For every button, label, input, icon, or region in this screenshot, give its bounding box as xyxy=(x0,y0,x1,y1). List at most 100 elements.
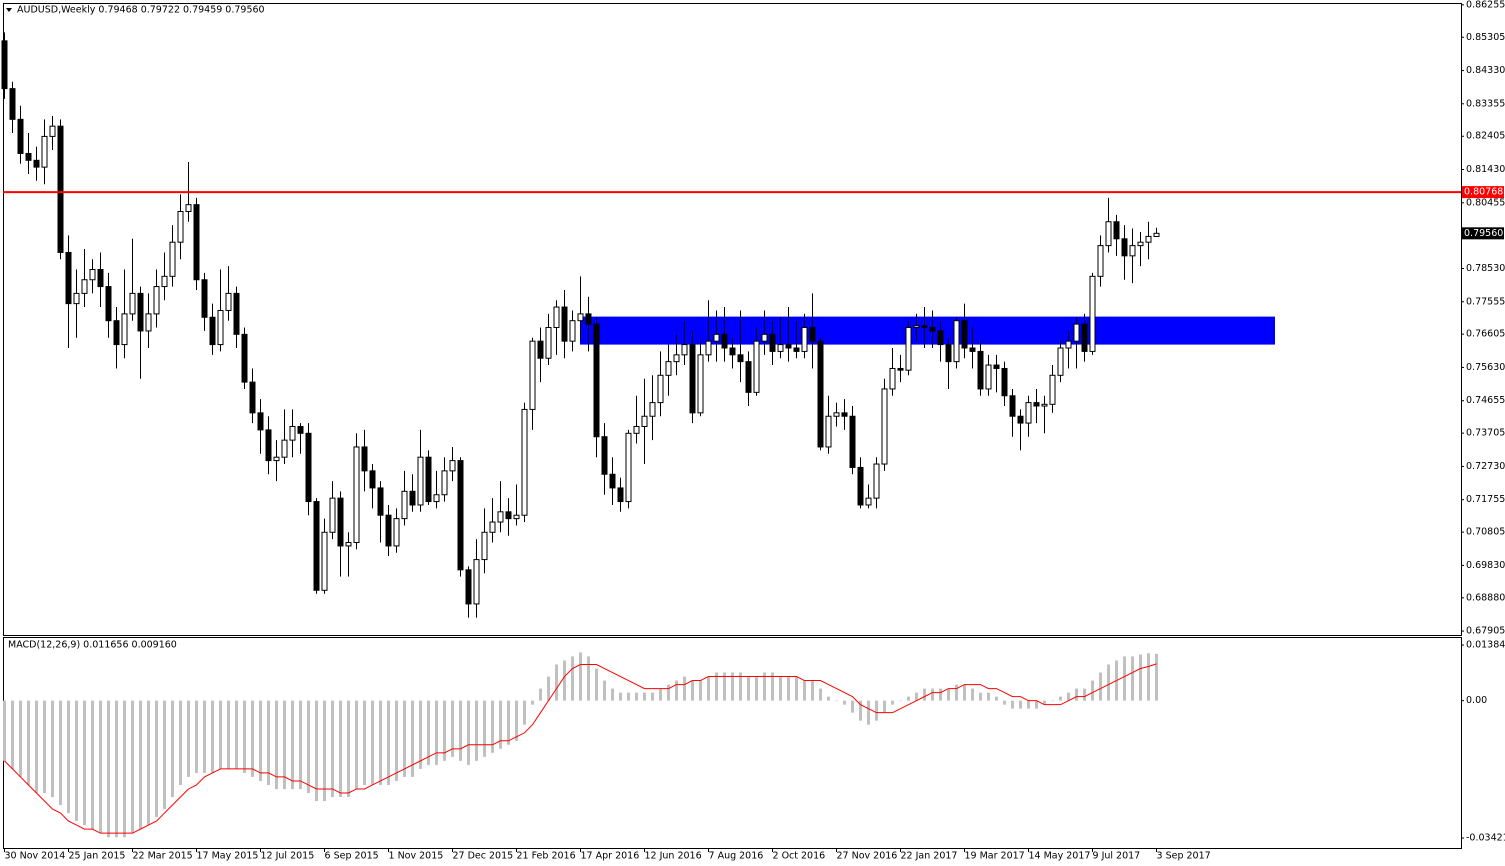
macd-bar xyxy=(427,700,430,765)
macd-bar xyxy=(1043,700,1046,705)
candle-body xyxy=(177,210,184,243)
candle-body xyxy=(969,347,976,352)
candle-body xyxy=(657,374,664,404)
macd-bar xyxy=(1067,692,1070,701)
candle-body xyxy=(1097,245,1104,277)
macd-bar xyxy=(867,700,870,725)
candle-body xyxy=(585,313,592,325)
candle-body xyxy=(1129,245,1136,257)
signal-line xyxy=(4,663,1157,834)
macd-bar xyxy=(723,672,726,701)
candle-body xyxy=(241,333,248,383)
menu-triangle[interactable] xyxy=(6,8,12,12)
candle-body xyxy=(281,439,288,458)
x-tick-label: 17 May 2015 xyxy=(197,851,259,862)
candle-body xyxy=(129,292,136,315)
macd-bar xyxy=(59,700,62,806)
candle-body xyxy=(1081,323,1088,352)
candle-body xyxy=(953,320,960,363)
candle-body xyxy=(905,327,912,371)
candle-body xyxy=(417,456,424,506)
candle-body xyxy=(1001,367,1008,397)
macd-bar xyxy=(403,700,406,777)
x-tick-label: 1 Nov 2015 xyxy=(389,851,444,862)
macd-bar xyxy=(1155,653,1158,701)
candle-body xyxy=(377,487,384,516)
candle-body xyxy=(25,152,32,161)
candle-body xyxy=(833,412,840,417)
macd-bar xyxy=(787,676,790,701)
macd-bar xyxy=(355,700,358,789)
macd-bar xyxy=(579,652,582,701)
macd-bar xyxy=(1147,653,1150,701)
macd-bar xyxy=(763,672,766,701)
candle-body xyxy=(553,306,560,329)
candle-body xyxy=(17,118,24,154)
macd-bar xyxy=(395,700,398,781)
candle-body xyxy=(713,333,720,342)
candle-body xyxy=(297,425,304,434)
macd-bar xyxy=(955,684,958,701)
candle-body xyxy=(473,559,480,605)
y-tick-label: 0.82405 xyxy=(1466,131,1505,142)
macd-bar xyxy=(499,700,502,749)
candle-body xyxy=(385,514,392,547)
macd-bar xyxy=(1035,700,1038,709)
y-tick-label: 0.013841 xyxy=(1466,640,1505,651)
candle-body xyxy=(393,518,400,547)
zone xyxy=(580,316,1275,345)
macd-bar xyxy=(227,700,230,769)
y-tick-label: 0.73705 xyxy=(1466,428,1505,439)
candle-body xyxy=(857,466,864,506)
candle-body xyxy=(1153,232,1160,237)
macd-bar xyxy=(299,700,302,789)
macd-bar xyxy=(1027,700,1030,709)
macd-bar xyxy=(171,700,174,798)
macd-bar xyxy=(107,700,110,838)
y-tick-label: 0.83355 xyxy=(1466,98,1505,109)
candle-body xyxy=(561,306,568,342)
macd-bar xyxy=(11,700,14,769)
macd-bar xyxy=(635,692,638,701)
macd-bar xyxy=(43,700,46,793)
candle-body xyxy=(513,514,520,520)
candle-body xyxy=(569,320,576,342)
candle-body xyxy=(65,251,72,305)
macd-bar xyxy=(179,700,182,785)
candle-body xyxy=(681,344,688,356)
candle-body xyxy=(1145,235,1152,243)
x-tick-label: 12 Jun 2016 xyxy=(645,851,702,862)
candle-body xyxy=(881,388,888,465)
macd-bar xyxy=(643,692,646,701)
x-tick-label: 7 Aug 2016 xyxy=(709,851,764,862)
macd-bar xyxy=(963,684,966,701)
candle-body xyxy=(537,340,544,359)
candle-body xyxy=(257,412,264,431)
candle-body xyxy=(1,40,8,90)
candle-body xyxy=(625,432,632,503)
candle-body xyxy=(289,425,296,441)
macd-bar xyxy=(923,688,926,701)
candle-body xyxy=(801,327,808,352)
macd-bar xyxy=(363,700,366,785)
macd-bar xyxy=(987,692,990,701)
level-label-box xyxy=(1462,186,1504,199)
x-tick-label: 17 Apr 2016 xyxy=(581,851,640,862)
macd-bar xyxy=(451,700,454,757)
y-tick-label: 0.81430 xyxy=(1466,164,1505,175)
macd-bar xyxy=(387,700,390,785)
macd-bar xyxy=(603,680,606,701)
candle-body xyxy=(137,292,144,332)
macd-bar xyxy=(347,700,350,798)
candle-body xyxy=(313,501,320,591)
macd-bar xyxy=(971,688,974,701)
macd-bar xyxy=(811,680,814,701)
candle-body xyxy=(409,490,416,506)
candle-body xyxy=(1105,221,1112,247)
main-panel-frame xyxy=(3,3,1462,636)
candle-body xyxy=(145,313,152,332)
macd-bar xyxy=(731,672,734,701)
macd-bar xyxy=(219,700,222,769)
y-tick-label: 0.67905 xyxy=(1466,626,1505,637)
